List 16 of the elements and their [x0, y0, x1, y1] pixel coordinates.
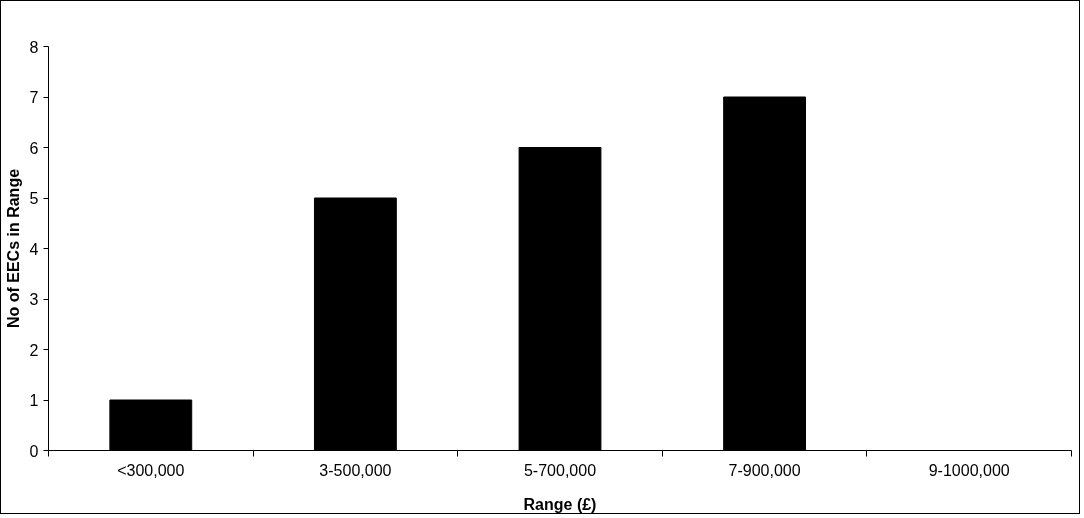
x-tick-label: 9-1000,000	[928, 461, 1010, 479]
x-axis-title: Range (£)	[523, 495, 597, 513]
y-tick-label: 5	[29, 190, 39, 207]
y-tick-label: 7	[29, 89, 39, 106]
y-tick-label: 6	[29, 139, 39, 157]
y-tick-label: 0	[29, 442, 39, 460]
y-tick-label: 8	[29, 38, 39, 56]
x-tick-label: 3-500,000	[319, 461, 392, 479]
x-tick-label: 7-900,000	[728, 461, 801, 479]
y-tick-label: 1	[29, 392, 39, 409]
y-tick-label: 4	[29, 240, 39, 258]
y-tick-label: 2	[29, 341, 39, 359]
y-axis-title: No of EECs in Range	[4, 168, 22, 329]
x-tick-label: 5-700,000	[523, 461, 597, 479]
x-tick-label: <300,000	[117, 461, 185, 479]
y-tick-label: 3	[29, 291, 39, 308]
